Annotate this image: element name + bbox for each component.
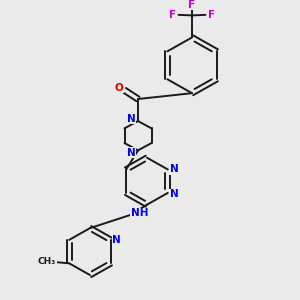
Text: NH: NH — [131, 208, 148, 218]
Text: O: O — [115, 83, 124, 93]
Text: F: F — [188, 0, 196, 10]
Text: F: F — [208, 10, 215, 20]
Text: F: F — [169, 10, 176, 20]
Text: CH₃: CH₃ — [38, 257, 56, 266]
Text: N: N — [127, 114, 136, 124]
Text: N: N — [170, 189, 179, 200]
Text: N: N — [170, 164, 179, 174]
Text: N: N — [112, 235, 121, 245]
Text: N: N — [127, 148, 136, 158]
